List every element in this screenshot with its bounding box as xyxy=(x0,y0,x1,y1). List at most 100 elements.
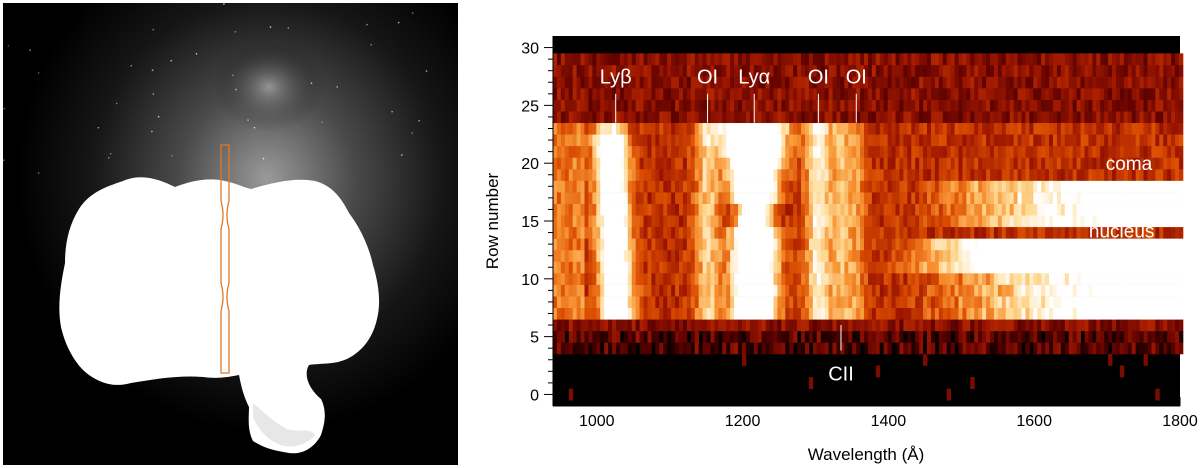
heatmap-cell xyxy=(686,122,692,135)
heatmap-cell xyxy=(1076,215,1081,228)
heatmap-cell xyxy=(887,330,892,343)
heatmap-cell xyxy=(556,215,562,228)
heatmap-cell xyxy=(627,284,633,297)
heatmap-cell xyxy=(891,111,896,124)
heatmap-cell xyxy=(686,76,692,89)
heatmap-cell xyxy=(990,330,995,343)
heatmap-cell xyxy=(919,157,924,170)
heatmap-cell xyxy=(982,168,987,181)
heatmap-cell xyxy=(887,249,892,262)
heatmap-cell xyxy=(682,122,688,135)
heatmap-cell xyxy=(738,122,743,135)
heatmap-cell xyxy=(568,330,574,343)
heatmap-cell xyxy=(1017,76,1022,89)
y-axis-title: Row number xyxy=(483,172,502,269)
heatmap-cell xyxy=(954,134,959,147)
heatmap-cell xyxy=(604,180,609,193)
heatmap-cell xyxy=(1127,249,1133,262)
heatmap-cell xyxy=(615,273,621,285)
heatmap-cell xyxy=(1147,180,1152,193)
heatmap-cell xyxy=(615,238,621,251)
heatmap-cell xyxy=(891,215,896,228)
heatmap-cell xyxy=(911,64,916,77)
heatmap-cell xyxy=(954,249,959,262)
heatmap-cell xyxy=(702,319,707,332)
heatmap-cell xyxy=(1033,330,1038,343)
heatmap-cell xyxy=(631,64,637,77)
heatmap-cell xyxy=(1100,342,1105,355)
heatmap-cell xyxy=(588,111,593,124)
heatmap-cell xyxy=(1139,76,1144,89)
heatmap-cell xyxy=(1064,122,1070,135)
heatmap-cell xyxy=(828,99,833,112)
heatmap-cell xyxy=(1009,180,1015,193)
heatmap-cell xyxy=(993,307,999,320)
heatmap-cell xyxy=(860,88,865,100)
heatmap-cell xyxy=(686,284,692,297)
heatmap-cell xyxy=(718,238,723,251)
heatmap-cell xyxy=(745,284,751,297)
heatmap-cell xyxy=(911,226,916,239)
heatmap-cell xyxy=(556,226,562,239)
heatmap-cell xyxy=(698,203,704,216)
heatmap-cell xyxy=(714,157,719,170)
heatmap-cell xyxy=(1076,99,1081,112)
heatmap-cell xyxy=(619,319,625,332)
heatmap-cell xyxy=(997,273,1003,285)
heatmap-cell xyxy=(816,99,822,112)
heatmap-cell xyxy=(612,157,617,170)
heatmap-cell xyxy=(974,226,979,239)
heatmap-cell xyxy=(1053,122,1058,135)
heatmap-cell xyxy=(899,284,904,297)
heatmap-cell xyxy=(1068,307,1074,320)
heatmap-cell xyxy=(832,76,837,89)
heatmap-cell xyxy=(923,342,928,355)
heatmap-cell xyxy=(820,64,826,77)
heatmap-cell xyxy=(659,319,664,332)
heatmap-cell xyxy=(1127,180,1133,193)
heatmap-cell xyxy=(651,99,656,112)
heatmap-cell xyxy=(1017,330,1022,343)
heatmap-cell xyxy=(899,157,904,170)
heatmap-cell xyxy=(1135,122,1141,135)
heatmap-cell xyxy=(1104,99,1109,112)
heatmap-cell xyxy=(1155,261,1160,274)
heatmap-cell xyxy=(978,53,983,66)
heatmap-cell xyxy=(1092,273,1097,285)
heatmap-cell xyxy=(974,99,979,112)
heatmap-cell xyxy=(895,168,900,181)
heatmap-cell xyxy=(655,134,660,147)
heatmap-cell xyxy=(950,99,955,112)
heatmap-cell xyxy=(986,134,991,147)
heatmap-cell xyxy=(993,319,999,332)
heatmap-cell xyxy=(631,145,637,158)
heatmap-cell xyxy=(824,134,829,147)
heatmap-cell xyxy=(942,180,948,193)
heatmap-cell xyxy=(1096,330,1101,343)
heatmap-cell xyxy=(1001,99,1007,112)
heatmap-cell xyxy=(832,157,837,170)
heatmap-cell xyxy=(718,307,723,320)
heatmap-cell xyxy=(942,307,948,320)
heatmap-cell xyxy=(1080,122,1085,135)
heatmap-cell xyxy=(1033,192,1038,204)
heatmap-cell xyxy=(1100,53,1105,66)
heatmap-cell xyxy=(1033,88,1038,100)
heatmap-cell xyxy=(1025,168,1030,181)
heatmap-cell xyxy=(580,64,585,77)
heatmap-cell xyxy=(804,168,810,181)
heatmap-cell xyxy=(903,76,908,89)
heatmap-cell xyxy=(990,53,995,66)
heatmap-cell xyxy=(1178,157,1184,170)
heatmap-cell xyxy=(592,342,597,355)
heatmap-cell xyxy=(600,53,605,66)
heatmap-cell xyxy=(875,342,881,355)
heatmap-cell xyxy=(1100,64,1105,77)
heatmap-cell xyxy=(682,226,688,239)
heatmap-cell xyxy=(907,226,912,239)
heatmap-cell xyxy=(655,122,660,135)
heatmap-cell xyxy=(714,319,719,332)
heatmap-cell xyxy=(1068,180,1074,193)
heatmap-cell xyxy=(899,226,904,239)
heatmap-cell xyxy=(844,111,849,124)
